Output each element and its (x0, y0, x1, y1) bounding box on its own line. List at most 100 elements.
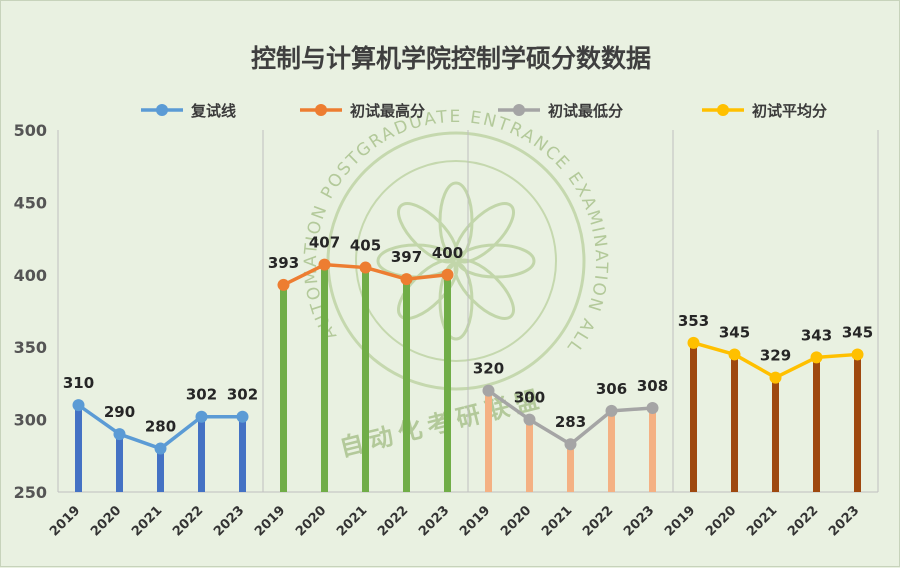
y-tick-label: 450 (14, 193, 47, 212)
bar (239, 416, 246, 492)
legend: 复试线 初试最高分 初试最低分 初试平均分 (141, 102, 827, 120)
x-tick-label: 2020 (88, 503, 124, 539)
data-label: 407 (309, 234, 340, 252)
data-point (523, 413, 536, 426)
bar (608, 410, 615, 492)
bar (198, 416, 205, 492)
data-point (687, 336, 700, 349)
bar (321, 264, 328, 492)
data-point (851, 348, 864, 361)
x-tick-label: 2019 (662, 503, 698, 539)
x-tick-label: 2021 (744, 503, 780, 539)
data-point (441, 268, 454, 281)
data-label: 283 (555, 413, 586, 431)
data-label: 308 (637, 377, 668, 395)
legend-marker (717, 104, 729, 116)
bar (690, 342, 697, 492)
data-label: 343 (801, 326, 832, 344)
series-lines: 310 290 280 302 302 393 407 405 397 400 320 300 283 3… (63, 234, 873, 455)
x-tick-label: 2022 (170, 503, 206, 539)
watermark-leaf (397, 202, 459, 264)
x-tick-label: 2021 (129, 503, 165, 539)
bar (485, 390, 492, 492)
data-point (154, 442, 167, 455)
data-point (646, 402, 659, 415)
data-point (236, 410, 249, 423)
data-label: 320 (473, 360, 504, 378)
legend-label: 初试最高分 (350, 102, 425, 120)
bar (854, 354, 861, 492)
x-tick-label: 2020 (293, 503, 329, 539)
data-point (400, 273, 413, 286)
data-label: 397 (391, 248, 422, 266)
data-label: 280 (145, 418, 176, 436)
legend-label: 复试线 (190, 102, 236, 120)
x-axis: 2019 2020 2021 2022 2023 2019 2020 2021 2022 2023… (47, 503, 862, 539)
data-point (605, 404, 618, 417)
bar (362, 267, 369, 492)
data-point (810, 351, 823, 364)
data-label: 393 (268, 254, 299, 272)
bar (567, 444, 574, 492)
legend-label: 初试最低分 (548, 102, 623, 120)
x-tick-label: 2021 (334, 503, 370, 539)
x-tick-label: 2023 (211, 503, 247, 539)
y-tick-label: 350 (14, 338, 47, 357)
bar (772, 377, 779, 492)
y-tick-label: 500 (14, 121, 47, 140)
data-label: 400 (432, 244, 463, 262)
data-label: 306 (596, 380, 627, 398)
bar (813, 357, 820, 492)
x-tick-label: 2022 (580, 503, 616, 539)
chart-title: 控制与计算机学院控制学硕分数数据 (251, 44, 651, 73)
legend-marker (315, 104, 327, 116)
legend-marker (513, 104, 525, 116)
data-label: 345 (719, 323, 750, 341)
data-point (72, 399, 85, 412)
x-tick-label: 2022 (375, 503, 411, 539)
x-tick-label: 2020 (703, 503, 739, 539)
data-point (769, 371, 782, 384)
x-tick-label: 2023 (416, 503, 452, 539)
x-tick-label: 2019 (252, 503, 288, 539)
bar (403, 279, 410, 492)
x-tick-label: 2023 (826, 503, 862, 539)
data-point (277, 278, 290, 291)
x-tick-label: 2021 (539, 503, 575, 539)
data-label: 353 (678, 312, 709, 330)
bar (116, 434, 123, 492)
data-label: 302 (227, 386, 258, 404)
bar (649, 408, 656, 492)
watermark-inner-ring (355, 160, 557, 362)
data-point (564, 438, 577, 451)
data-label: 300 (514, 389, 545, 407)
bar (526, 419, 533, 492)
legend-marker (156, 104, 168, 116)
panel-dividers (57, 130, 879, 492)
bar (731, 354, 738, 492)
data-point (195, 410, 208, 423)
data-label: 329 (760, 347, 791, 365)
x-tick-label: 2022 (785, 503, 821, 539)
bar (280, 284, 287, 492)
data-label: 290 (104, 403, 135, 421)
y-tick-label: 250 (14, 483, 47, 502)
bar (157, 448, 164, 492)
data-label: 345 (842, 323, 873, 341)
data-point (359, 261, 372, 274)
data-label: 405 (350, 237, 381, 255)
x-tick-label: 2019 (47, 503, 83, 539)
bar (75, 405, 82, 492)
y-axis: 250 300 350 400 450 500 (14, 121, 878, 502)
data-point (318, 258, 331, 271)
data-label: 310 (63, 374, 94, 392)
data-point (482, 384, 495, 397)
legend-label: 初试平均分 (752, 102, 827, 120)
x-tick-label: 2023 (621, 503, 657, 539)
bars (75, 264, 861, 492)
x-tick-label: 2020 (498, 503, 534, 539)
data-point (728, 348, 741, 361)
bar (444, 274, 451, 492)
